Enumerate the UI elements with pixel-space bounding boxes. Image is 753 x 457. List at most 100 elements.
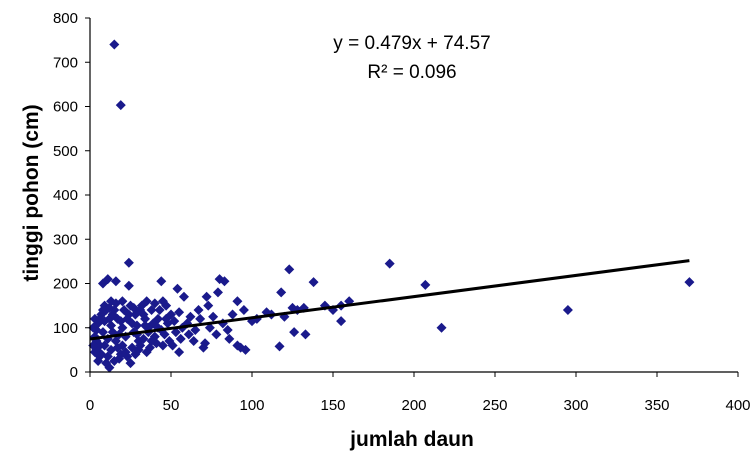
data-point — [93, 355, 104, 366]
data-point — [99, 316, 110, 327]
data-point — [219, 276, 230, 287]
data-point — [141, 296, 152, 307]
y-tick-label: 200 — [53, 276, 78, 293]
data-point — [224, 333, 235, 344]
x-tick-label: 300 — [563, 397, 588, 414]
y-tick-label: 100 — [53, 320, 78, 337]
data-point — [193, 305, 204, 316]
data-point — [212, 287, 223, 298]
data-point — [91, 324, 102, 335]
r-squared-label: R² = 0.096 — [367, 62, 456, 83]
data-point — [167, 340, 178, 351]
data-point — [195, 313, 206, 324]
data-point — [238, 305, 249, 316]
data-point — [119, 305, 130, 316]
data-point — [115, 100, 126, 111]
data-point — [185, 311, 196, 322]
data-point — [211, 329, 222, 340]
data-point — [175, 333, 186, 344]
data-point — [133, 344, 144, 355]
x-tick-label: 200 — [401, 397, 426, 414]
data-point — [89, 347, 100, 358]
data-point — [183, 329, 194, 340]
data-point — [159, 329, 170, 340]
x-tick-labels: 0 50 100 150 200 250 300 350 400 — [86, 397, 751, 414]
data-point — [562, 305, 573, 316]
data-point — [174, 307, 185, 318]
data-point — [110, 276, 121, 287]
data-point — [146, 336, 157, 347]
data-point — [88, 340, 99, 351]
data-point — [227, 309, 238, 320]
x-tick-label: 0 — [86, 397, 94, 414]
x-tick-label: 150 — [320, 397, 345, 414]
data-point — [684, 277, 695, 288]
data-point — [97, 278, 108, 289]
x-axis-title: jumlah daun — [349, 428, 474, 451]
data-point — [178, 291, 189, 302]
data-point — [384, 258, 395, 269]
y-tick-label: 600 — [53, 99, 78, 116]
data-point — [123, 280, 134, 291]
data-point — [112, 342, 123, 353]
data-point — [109, 39, 120, 50]
y-tick-labels: 0 100 200 300 400 500 600 700 800 — [53, 10, 78, 381]
data-point — [97, 305, 108, 316]
data-point — [188, 336, 199, 347]
data-point — [172, 283, 183, 294]
data-point — [284, 264, 295, 275]
data-point — [161, 313, 172, 324]
data-point — [131, 320, 142, 331]
trendline-equation: y = 0.479x + 74.57 — [333, 33, 490, 54]
y-tick-label: 300 — [53, 231, 78, 248]
x-tick-label: 250 — [482, 397, 507, 414]
y-axis-title: tinggi pohon (cm) — [20, 104, 43, 281]
data-point — [138, 333, 149, 344]
data-point — [198, 342, 209, 353]
data-point — [101, 358, 112, 369]
data-point — [208, 311, 219, 322]
data-point — [140, 320, 151, 331]
y-tick-label: 700 — [53, 54, 78, 71]
data-point — [203, 300, 214, 311]
data-point — [240, 344, 251, 355]
data-point — [102, 351, 113, 362]
data-point — [169, 316, 180, 327]
y-tick-label: 400 — [53, 187, 78, 204]
data-point — [201, 291, 212, 302]
y-tick-label: 0 — [70, 364, 78, 381]
data-point — [300, 329, 311, 340]
y-tick-label: 800 — [53, 10, 78, 27]
data-point — [232, 340, 243, 351]
y-tick-label: 500 — [53, 143, 78, 160]
data-point — [308, 277, 319, 288]
trendline — [89, 259, 690, 341]
data-point — [336, 316, 347, 327]
data-point — [276, 287, 287, 298]
data-point — [109, 355, 120, 366]
data-point — [157, 296, 168, 307]
data-point — [170, 327, 181, 338]
data-point — [122, 313, 133, 324]
x-tick-label: 400 — [725, 397, 750, 414]
data-point — [190, 324, 201, 335]
data-point — [106, 320, 117, 331]
x-tick-label: 100 — [239, 397, 264, 414]
x-tick-label: 350 — [644, 397, 669, 414]
data-point — [174, 347, 185, 358]
data-point — [222, 324, 233, 335]
data-point — [232, 296, 243, 307]
data-point — [110, 298, 121, 309]
x-tick-label: 50 — [163, 397, 180, 414]
data-point — [135, 305, 146, 316]
data-point — [274, 341, 285, 352]
data-point — [436, 322, 447, 333]
data-point — [149, 298, 160, 309]
data-point — [156, 276, 167, 287]
data-point — [144, 342, 155, 353]
data-points — [88, 39, 695, 373]
data-point — [204, 322, 215, 333]
data-point — [123, 257, 134, 268]
data-point — [154, 305, 165, 316]
